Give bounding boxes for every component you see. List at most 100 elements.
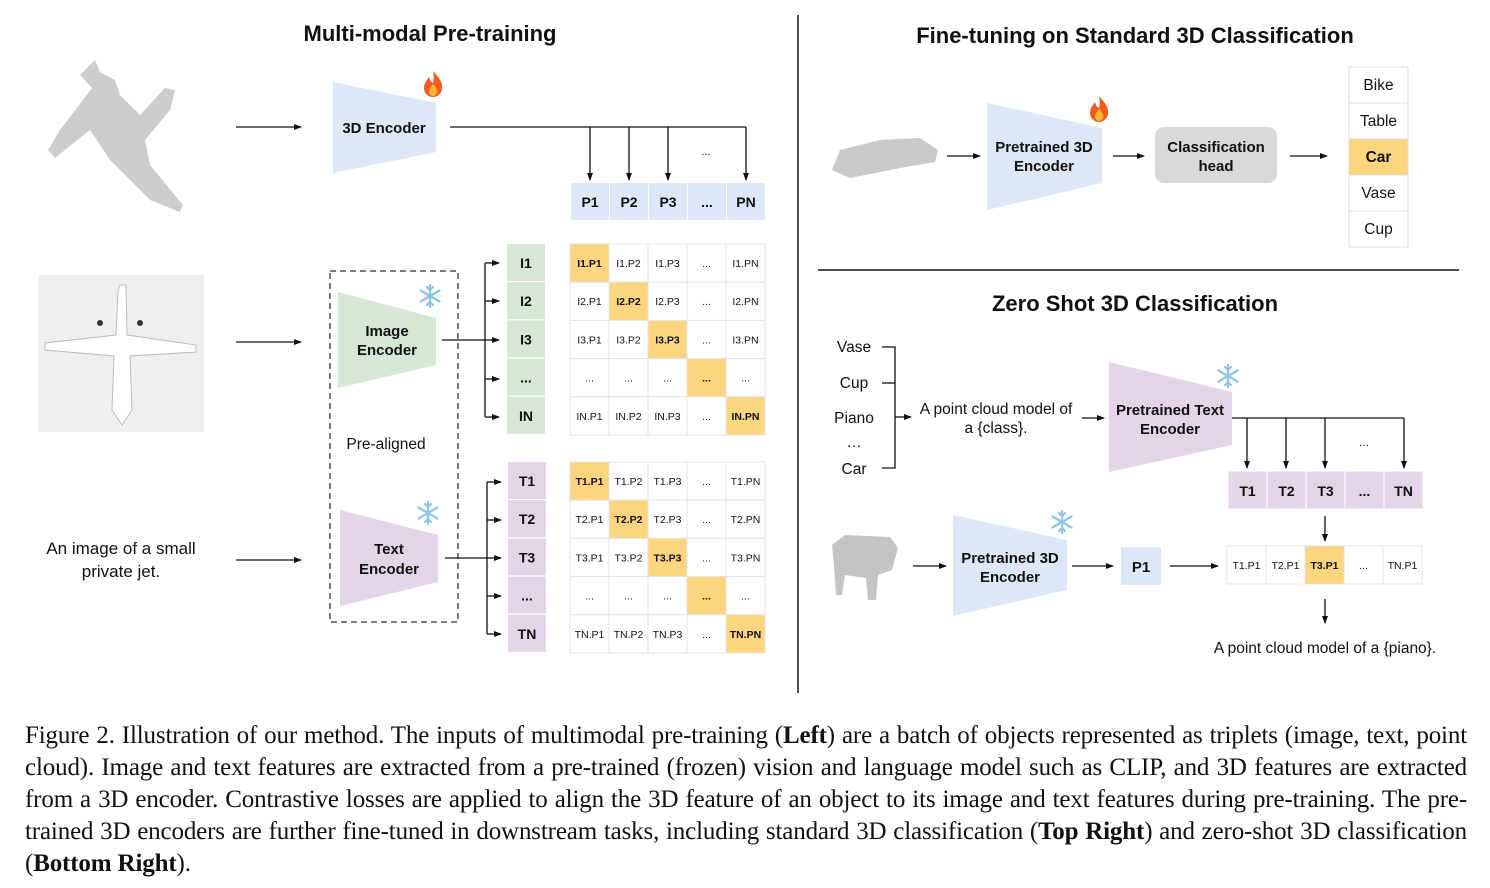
similarity-value: T3.P1 [575, 552, 603, 564]
text-feature-cell [508, 462, 546, 499]
image-feature-label: IN [519, 408, 533, 424]
text-feature-cell [1383, 470, 1424, 510]
similarity-cell [647, 499, 688, 539]
score-value: T2.P1 [1271, 560, 1299, 572]
similarity-cell [608, 614, 649, 654]
similarity-value: I3.P3 [655, 334, 680, 346]
caption-segment: ) are a batch of objects represented as … [25, 722, 1467, 845]
similarity-value: T1.P1 [575, 476, 603, 488]
similarity-value: ... [585, 373, 594, 385]
pretraining-title: Multi-modal Pre-training [304, 21, 557, 46]
image-feature-label: I3 [520, 331, 532, 347]
airplane-point-cloud [48, 60, 183, 212]
similarity-value: ... [702, 334, 711, 346]
similarity-cell-positive [725, 614, 766, 654]
similarity-value: ... [702, 411, 711, 423]
similarity-value: IN.P2 [615, 411, 641, 423]
zeroshot-title: Zero Shot 3D Classification [992, 291, 1278, 316]
image-feature-label: ... [520, 370, 532, 386]
point-feature-label: PN [736, 194, 755, 210]
text-feature-label: T1 [1239, 483, 1256, 499]
similarity-cell [725, 461, 766, 501]
input-arrows [236, 124, 302, 563]
similarity-cell [608, 319, 649, 360]
score-cell-selected [1304, 545, 1345, 585]
text-encoder [340, 510, 438, 606]
snowflake-icon [417, 500, 439, 526]
similarity-cell [569, 537, 610, 578]
prompt-line1: A point cloud model of [920, 401, 1073, 418]
similarity-cell [647, 358, 688, 398]
similarity-value: ... [585, 591, 594, 603]
pretrained-text-encoder [1109, 362, 1232, 472]
similarity-value: T2.PN [731, 514, 761, 526]
text-feature-label: T3 [1317, 483, 1334, 499]
figure-caption: Figure 2. Illustration of our method. Th… [25, 720, 1467, 880]
similarity-cell [647, 396, 688, 436]
snowflake-icon [419, 283, 441, 309]
text-input-line1: An image of a small [46, 539, 195, 558]
caption-segment: Top Right [1038, 818, 1145, 845]
similarity-value: I1.P1 [577, 258, 602, 270]
text-feature-label: T2 [1278, 483, 1295, 499]
similarity-cell-positive [725, 396, 766, 436]
pre-aligned-box [329, 270, 459, 623]
text-encoder-label-2: Encoder [359, 561, 419, 578]
piano-point-cloud [832, 535, 898, 600]
class-item [1348, 174, 1409, 212]
3d-encoder [333, 82, 436, 173]
similarity-value: ... [663, 591, 672, 603]
similarity-cell [647, 614, 688, 654]
pretrained-text-encoder-label-2: Encoder [1140, 421, 1200, 438]
image-encoder-label-1: Image [365, 323, 408, 340]
similarity-value: T1.P2 [614, 476, 642, 488]
text-feature-label: T1 [519, 473, 536, 489]
similarity-value: TN.PN [730, 629, 762, 641]
similarity-cell [686, 537, 727, 578]
image-encoder-label-2: Encoder [357, 342, 417, 359]
similarity-value: TN.P1 [575, 629, 605, 641]
similarity-cell [608, 461, 649, 501]
image-feature-label: I2 [520, 293, 532, 309]
text-input-line2: private jet. [82, 562, 160, 581]
similarity-cell [725, 319, 766, 360]
image-feature-cell [507, 244, 545, 281]
text-feature-cell [508, 500, 546, 538]
similarity-cell-positive [686, 576, 727, 616]
similarity-value: ... [702, 591, 711, 603]
zeroshot-3d-encoder-label-1: Pretrained 3D [961, 550, 1059, 567]
score-cell [1382, 545, 1423, 585]
text-feature-cell [508, 576, 546, 614]
similarity-value: T1.PN [731, 476, 761, 488]
score-cell [1265, 545, 1306, 585]
similarity-value: I2.P2 [616, 296, 641, 308]
text-feature-cell [508, 614, 546, 652]
class-item [1348, 66, 1409, 104]
pretrained-3d-encoder-label-2: Encoder [1014, 158, 1074, 175]
point-feature-cell [727, 183, 765, 220]
point-feature-cell [649, 183, 687, 220]
text-encoder-label-1: Text [374, 541, 404, 558]
class-label: Table [1360, 113, 1397, 130]
airplane-image [38, 275, 204, 432]
image-feature-label: I1 [520, 255, 532, 271]
similarity-value: TN.P3 [653, 629, 683, 641]
caption-segment: Figure 2. Illustration of our method. Th… [25, 722, 783, 749]
similarity-value: I2.P1 [577, 296, 602, 308]
image-encoder [338, 292, 436, 388]
caption-segment: ) and zero-shot 3D classification ( [25, 818, 1467, 877]
similarity-value: ... [663, 373, 672, 385]
similarity-value: I3.P1 [577, 334, 602, 346]
image-feature-cell [507, 358, 545, 396]
class-bracket [882, 346, 1105, 469]
point-feature-arrows [450, 126, 749, 181]
class-item [1348, 210, 1409, 248]
similarity-value: ... [741, 373, 750, 385]
zeroshot-result: A point cloud model of a {piano}. [1214, 640, 1436, 657]
similarity-value: T1.P3 [653, 476, 681, 488]
classification-head [1155, 127, 1277, 183]
prompt-line2: a {class}. [965, 420, 1028, 437]
points-ellipsis: ... [701, 146, 710, 158]
zeroshot-3d-encoder [953, 515, 1067, 616]
similarity-cell [647, 281, 688, 321]
